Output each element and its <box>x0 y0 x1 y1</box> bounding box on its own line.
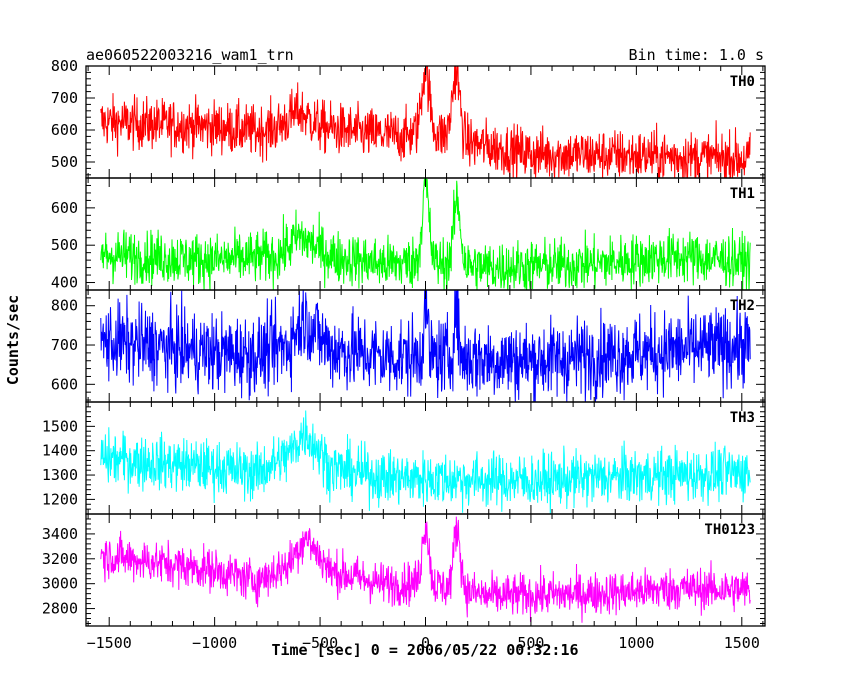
panel-label-th1: TH1 <box>730 186 755 202</box>
y-tick-label: 600 <box>51 199 78 217</box>
panel-th0123: 2800 3000 3200 3400 TH0123 <box>42 513 766 627</box>
y-tick-label: 1200 <box>42 490 78 508</box>
x-tick-label: −1500 <box>87 634 132 652</box>
panel-th3: 1200 1300 1400 1500 TH3 <box>42 401 766 515</box>
chart-title: ae060522003216_wam1_trn <box>86 46 294 64</box>
bin-time-label: Bin time: 1.0 s <box>629 46 764 64</box>
y-tick-label: 1300 <box>42 466 78 484</box>
x-tick-label: 1000 <box>618 634 654 652</box>
y-tick-label: 600 <box>51 121 78 139</box>
x-axis: −1500 −1000 −500 0 500 1000 1500 <box>87 634 760 652</box>
series-line-th3 <box>100 410 751 514</box>
panel-label-th0123: TH0123 <box>704 522 755 538</box>
y-tick-label: 800 <box>51 57 78 75</box>
y-tick-label: 400 <box>51 274 78 292</box>
y-tick-label: 600 <box>51 375 78 393</box>
series-line-th0123 <box>100 516 751 623</box>
panels-group: 500 600 700 800 TH0 400 500 600 TH1 600 700 800 TH2 1… <box>42 57 766 627</box>
y-tick-label: 700 <box>51 336 78 354</box>
y-tick-label: 1400 <box>42 442 78 460</box>
panel-label-th3: TH3 <box>730 410 755 426</box>
y-tick-label: 500 <box>51 236 78 254</box>
y-tick-label: 3200 <box>42 550 78 568</box>
y-tick-label: 3400 <box>42 525 78 543</box>
y-tick-label: 3000 <box>42 575 78 593</box>
panel-th2: 600 700 800 TH2 <box>51 289 766 403</box>
y-axis-title: Counts/sec <box>4 295 22 385</box>
x-tick-label: 1500 <box>724 634 760 652</box>
panel-th1: 400 500 600 TH1 <box>51 177 766 292</box>
x-tick-label: −500 <box>302 634 338 652</box>
series-line-th2 <box>100 290 751 402</box>
x-tick-label: −1000 <box>192 634 237 652</box>
series-line-th0 <box>100 66 751 178</box>
x-axis-title: Time [sec] 0 = 2006/05/22 00:32:16 <box>271 641 578 659</box>
y-tick-label: 2800 <box>42 600 78 618</box>
y-tick-label: 1500 <box>42 417 78 435</box>
panel-label-th2: TH2 <box>730 298 755 314</box>
x-tick-label: 500 <box>517 634 544 652</box>
x-tick-label: 0 <box>421 634 430 652</box>
y-tick-label: 700 <box>51 89 78 107</box>
panel-th0: 500 600 700 800 TH0 <box>51 57 766 179</box>
y-tick-label: 500 <box>51 153 78 171</box>
y-tick-label: 800 <box>51 297 78 315</box>
panel-label-th0: TH0 <box>730 74 755 90</box>
